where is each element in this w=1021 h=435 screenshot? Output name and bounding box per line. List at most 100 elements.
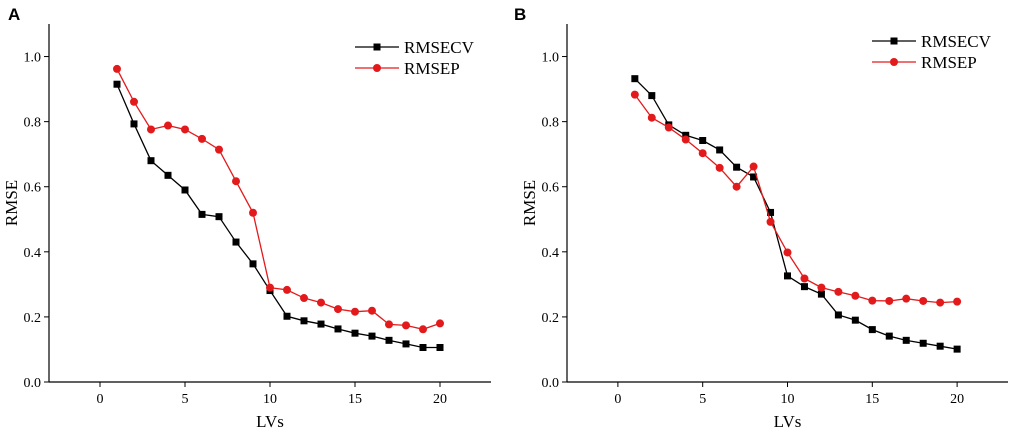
legend-marker-rmsecv <box>890 37 898 45</box>
x-tick-label: 5 <box>699 392 706 407</box>
data-point-rmsecv <box>800 283 808 291</box>
data-point-rmsecv <box>868 326 876 334</box>
data-point-rmsep <box>164 121 172 130</box>
data-point-rmsep <box>198 134 206 143</box>
y-tick-label: 0.2 <box>542 311 560 326</box>
data-point-rmsep <box>868 296 877 305</box>
data-point-rmsep <box>147 125 155 134</box>
data-point-rmsep <box>749 162 758 171</box>
y-tick-label: 1.0 <box>24 51 42 66</box>
data-point-rmsecv <box>716 146 724 154</box>
series-line-rmsep <box>116 68 441 330</box>
y-tick-label: 1.0 <box>542 51 560 66</box>
y-tick-label: 0.0 <box>24 376 42 391</box>
x-tick-label: 15 <box>348 392 362 407</box>
y-tick-label: 0.4 <box>24 246 42 261</box>
data-point-rmsecv <box>436 344 444 352</box>
data-point-rmsep <box>783 248 792 257</box>
x-tick-label: 5 <box>182 392 189 407</box>
data-point-rmsecv <box>283 312 291 320</box>
data-point-rmsep <box>851 291 860 300</box>
data-point-rmsecv <box>130 120 138 128</box>
data-point-rmsecv <box>631 75 639 83</box>
data-point-rmsep <box>113 64 121 73</box>
series-line-rmsep <box>634 94 958 304</box>
data-point-rmsep <box>647 113 656 122</box>
y-axis-title: RMSE <box>2 180 21 226</box>
data-point-rmsecv <box>648 92 656 100</box>
series-line-rmsecv <box>634 78 958 350</box>
x-tick-label: 10 <box>263 392 277 407</box>
x-tick-label: 15 <box>865 392 879 407</box>
y-tick-label: 0.8 <box>542 116 560 131</box>
data-point-rmsep <box>283 285 291 294</box>
data-point-rmsep <box>385 320 393 329</box>
panel-letter: A <box>8 5 20 24</box>
x-tick-label: 20 <box>950 392 964 407</box>
data-point-rmsep <box>300 294 308 303</box>
data-point-rmsep <box>249 208 257 217</box>
data-point-rmsep <box>402 321 410 330</box>
data-point-rmsecv <box>699 137 707 145</box>
data-point-rmsep <box>368 306 376 315</box>
data-point-rmsep <box>681 135 690 144</box>
legend-marker-rmsecv <box>373 43 381 51</box>
data-point-rmsecv <box>113 80 121 88</box>
y-tick-label: 0.8 <box>24 116 42 131</box>
data-point-rmsep <box>664 123 673 132</box>
y-tick-label: 0.6 <box>542 181 560 196</box>
panel-letter: B <box>514 5 526 24</box>
data-point-rmsecv <box>249 260 257 268</box>
data-point-rmsep <box>817 283 826 292</box>
y-tick-label: 0.0 <box>542 376 560 391</box>
data-point-rmsecv <box>767 208 775 216</box>
data-point-rmsecv <box>368 332 376 340</box>
data-point-rmsep <box>266 283 274 292</box>
data-point-rmsecv <box>181 186 189 194</box>
data-point-rmsecv <box>834 311 842 319</box>
data-point-rmsecv <box>215 213 223 221</box>
data-point-rmsep <box>130 97 138 106</box>
data-point-rmsecv <box>419 344 427 352</box>
y-tick-label: 0.2 <box>24 311 42 326</box>
data-point-rmsep <box>936 298 945 307</box>
data-point-rmsecv <box>198 210 206 218</box>
data-point-rmsep <box>919 296 928 305</box>
data-point-rmsep <box>834 287 843 296</box>
data-point-rmsecv <box>317 320 325 328</box>
legend-label-rmsecv: RMSECV <box>404 38 475 57</box>
data-point-rmsep <box>317 298 325 307</box>
data-point-rmsecv <box>351 329 359 337</box>
panel-a: A 0 5 10 15 20 0.0 0.2 0.4 0.6 0.8 1.0 LVs RMSE RMSECV… <box>2 5 491 431</box>
data-point-rmsecv <box>953 345 961 353</box>
data-point-rmsecv <box>300 317 308 325</box>
data-point-rmsecv <box>147 157 155 165</box>
x-tick-label: 0 <box>614 392 621 407</box>
x-axis-title: LVs <box>774 412 802 431</box>
legend-label-rmsep: RMSEP <box>921 53 977 72</box>
legend-label-rmsep: RMSEP <box>404 59 460 78</box>
legend-marker-rmsep <box>373 64 381 72</box>
data-point-rmsecv <box>851 316 859 324</box>
data-point-rmsecv <box>919 339 927 347</box>
y-axis-title: RMSE <box>520 180 539 226</box>
data-point-rmsecv <box>232 238 240 246</box>
panel-b: B 0 5 10 15 20 0.0 0.2 0.4 0.6 0.8 1.0 LVs RMSE RMSECV… <box>514 5 1008 431</box>
data-point-rmsep <box>766 217 775 226</box>
legend-marker-rmsep <box>890 58 898 66</box>
data-point-rmsecv <box>784 272 791 280</box>
legend-label-rmsecv: RMSECV <box>921 32 992 51</box>
data-point-rmsep <box>630 90 639 99</box>
data-point-rmsecv <box>936 342 944 350</box>
y-tick-label: 0.4 <box>542 246 560 261</box>
data-point-rmsep <box>181 125 189 134</box>
data-point-rmsep <box>232 177 240 186</box>
data-point-rmsecv <box>885 332 893 340</box>
data-point-rmsecv <box>164 171 172 179</box>
data-point-rmsep <box>953 297 962 306</box>
data-point-rmsep <box>334 305 342 314</box>
data-point-rmsep <box>715 163 724 172</box>
x-tick-label: 10 <box>781 392 795 407</box>
data-point-rmsecv <box>334 325 342 333</box>
data-point-rmsecv <box>750 173 758 181</box>
